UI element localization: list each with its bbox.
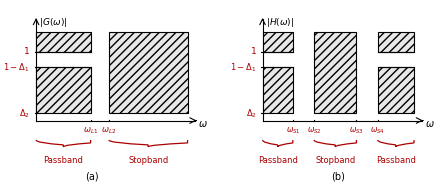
Bar — [377, 67, 414, 114]
Bar — [314, 32, 356, 114]
Bar — [377, 32, 414, 52]
Text: $\omega_{S3}$: $\omega_{S3}$ — [349, 125, 364, 136]
Text: $\Delta_2$: $\Delta_2$ — [246, 107, 257, 120]
Text: Stopband: Stopband — [128, 156, 168, 165]
Text: $\omega$: $\omega$ — [198, 119, 208, 129]
Text: Passband: Passband — [43, 156, 83, 165]
Bar — [109, 32, 187, 114]
Text: $\omega$: $\omega$ — [425, 119, 434, 129]
Text: 1: 1 — [251, 47, 257, 56]
Bar — [36, 32, 90, 52]
Text: $\Delta_2$: $\Delta_2$ — [19, 107, 30, 120]
Text: $\omega_{S1}$: $\omega_{S1}$ — [285, 125, 300, 136]
Text: $\omega_{L1}$: $\omega_{L1}$ — [83, 125, 98, 136]
Bar — [262, 32, 293, 52]
Text: $|G(\omega)|$: $|G(\omega)|$ — [39, 16, 67, 29]
Text: $\omega_{S2}$: $\omega_{S2}$ — [306, 125, 321, 136]
Text: $1-\Delta_1$: $1-\Delta_1$ — [4, 61, 30, 74]
Text: $\omega_{L2}$: $\omega_{L2}$ — [101, 125, 116, 136]
Text: Stopband: Stopband — [315, 156, 355, 165]
Text: $\omega_{S4}$: $\omega_{S4}$ — [370, 125, 385, 136]
Text: 1: 1 — [24, 47, 30, 56]
Text: $|H(\omega)|$: $|H(\omega)|$ — [265, 16, 294, 29]
Text: $1-\Delta_1$: $1-\Delta_1$ — [230, 61, 257, 74]
Text: Passband: Passband — [376, 156, 416, 165]
Text: (a): (a) — [85, 172, 99, 182]
Text: (b): (b) — [331, 172, 345, 182]
Bar — [36, 67, 90, 114]
Text: Passband: Passband — [258, 156, 298, 165]
Bar — [262, 67, 293, 114]
